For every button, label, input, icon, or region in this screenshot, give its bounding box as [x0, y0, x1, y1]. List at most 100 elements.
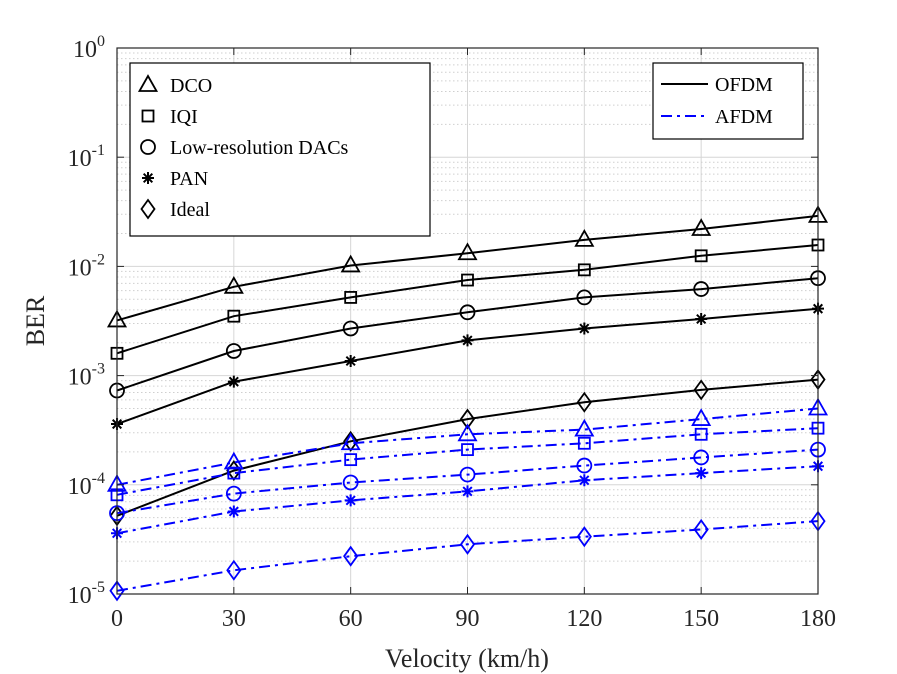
series-line: [116, 448, 819, 515]
marker-star: [695, 467, 708, 480]
marker-triangle: [137, 74, 159, 92]
marker-star: [695, 312, 708, 325]
marker-diamond: [576, 526, 592, 548]
marker-star: [344, 494, 357, 507]
series-line: [116, 277, 819, 392]
y-tick-label: 10-3: [68, 361, 105, 391]
legend-marker-label: DCO: [170, 75, 212, 97]
marker-square: [141, 109, 155, 123]
legend-scheme-label: OFDM: [715, 74, 773, 96]
marker-diamond: [109, 580, 125, 602]
marker-circle: [459, 304, 476, 321]
series-line: [116, 378, 819, 517]
series-afdm: [109, 441, 826, 522]
marker-star: [142, 172, 154, 184]
y-tick-base: 10: [68, 146, 92, 172]
marker-star: [227, 505, 240, 518]
marker-triangle: [340, 254, 361, 273]
legend-marker-label: PAN: [170, 168, 208, 190]
marker-square: [694, 249, 708, 263]
x-tick-label: 150: [683, 606, 719, 632]
marker-square: [461, 443, 474, 457]
series-line: [116, 427, 819, 496]
y-axis-label: BER: [21, 295, 50, 346]
legend-scheme-label: AFDM: [715, 106, 773, 128]
legend-marker-label: Low-resolution DACs: [170, 137, 349, 159]
x-tick-label: 60: [339, 606, 363, 632]
marker-circle: [693, 449, 710, 466]
marker-square: [344, 453, 358, 467]
marker-triangle: [574, 418, 595, 437]
marker-triangle: [457, 242, 478, 261]
y-tick-base: 10: [73, 37, 97, 63]
y-tick-exponent: -3: [92, 361, 105, 378]
y-tick-label: 10-4: [68, 470, 105, 500]
legend-markers: DCO IQI Low-resolution DACs PAN Ideal: [129, 62, 431, 237]
x-tick-label: 30: [222, 606, 246, 632]
marker-square: [694, 427, 708, 441]
marker-star: [461, 485, 474, 498]
marker-triangle: [340, 432, 361, 451]
y-tick-label: 10-2: [68, 251, 105, 281]
marker-circle: [576, 457, 593, 474]
marker-diamond: [693, 518, 709, 540]
marker-diamond: [226, 559, 242, 581]
legend-marker-label: Ideal: [170, 199, 210, 221]
series-line: [116, 407, 819, 486]
marker-diamond: [693, 379, 709, 401]
marker-diamond: [343, 430, 359, 452]
marker-diamond: [576, 391, 592, 413]
marker-star: [578, 322, 591, 335]
x-tick-label: 120: [566, 606, 602, 632]
y-tick-base: 10: [68, 365, 92, 391]
marker-square: [344, 291, 358, 304]
marker-circle: [342, 320, 359, 337]
marker-star: [461, 334, 474, 347]
marker-circle: [225, 343, 242, 359]
marker-triangle: [223, 451, 244, 470]
y-tick-label: 10-5: [68, 579, 105, 609]
y-tick-base: 10: [68, 474, 92, 500]
marker-star: [344, 355, 357, 368]
marker-diamond: [343, 545, 359, 567]
marker-triangle: [574, 229, 595, 247]
marker-triangle: [691, 408, 712, 426]
series-line: [116, 520, 819, 592]
marker-diamond: [140, 198, 156, 220]
y-tick-exponent: 0: [97, 33, 105, 50]
marker-triangle: [691, 218, 712, 236]
y-tick-exponent: -2: [92, 251, 105, 268]
marker-square: [577, 436, 591, 450]
series-layer: [106, 205, 829, 602]
marker-square: [461, 273, 474, 287]
y-tick-label: 10-1: [68, 142, 105, 172]
legend-schemes: OFDM AFDM: [652, 62, 804, 140]
x-tick-label: 90: [456, 606, 480, 632]
y-tick-base: 10: [68, 583, 92, 609]
marker-star: [578, 474, 591, 487]
marker-triangle: [457, 423, 478, 442]
series-line: [116, 244, 819, 355]
y-tick-exponent: -1: [92, 142, 105, 159]
marker-star: [227, 375, 240, 388]
series-ofdm: [106, 205, 829, 328]
marker-square: [227, 466, 241, 480]
marker-circle: [576, 289, 593, 306]
x-axis-label: Velocity (km/h): [385, 644, 549, 673]
marker-circle: [459, 466, 476, 483]
marker-square: [227, 309, 241, 323]
x-tick-label: 180: [800, 606, 836, 632]
x-tick-label: 0: [111, 606, 123, 632]
marker-circle: [225, 485, 242, 502]
y-tick-base: 10: [68, 255, 92, 281]
series-line: [116, 214, 819, 322]
marker-circle: [693, 281, 710, 297]
y-tick-label: 100: [73, 33, 105, 63]
y-tick-exponent: -4: [92, 470, 105, 487]
legend-schemes-box: [652, 62, 804, 140]
marker-square: [577, 263, 591, 277]
marker-diamond: [459, 408, 476, 430]
marker-triangle: [223, 276, 244, 294]
